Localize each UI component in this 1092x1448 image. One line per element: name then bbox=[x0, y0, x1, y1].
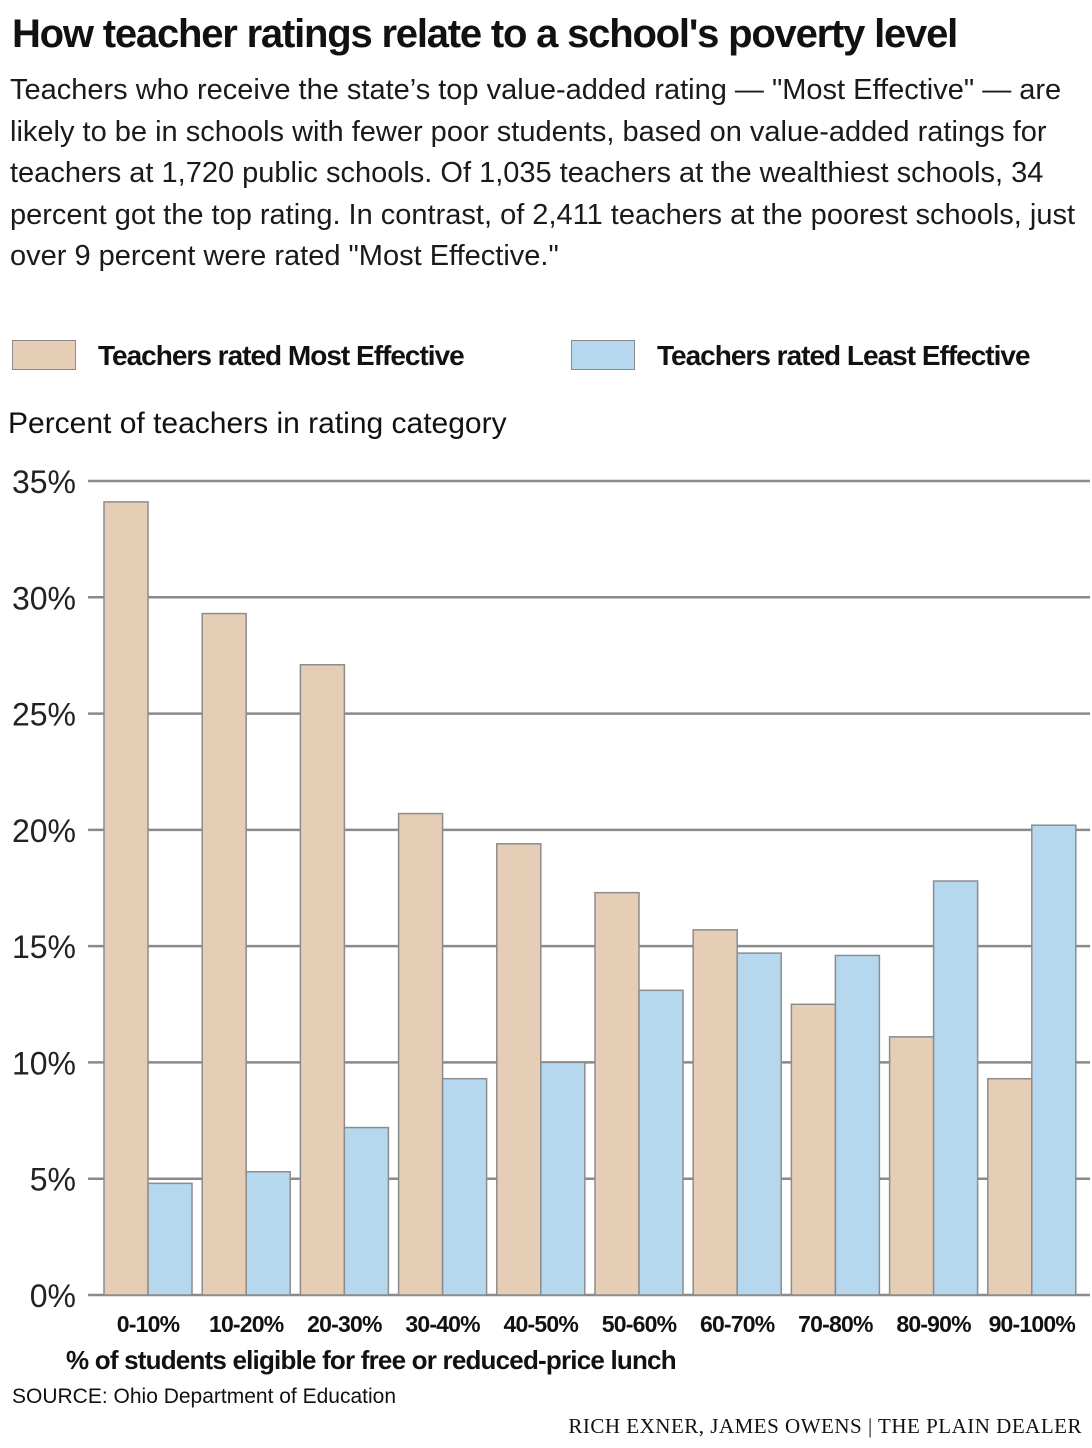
credit-line: RICH EXNER, JAMES OWENS | THE PLAIN DEAL… bbox=[568, 1414, 1082, 1438]
bar-least-effective bbox=[638, 989, 684, 1296]
legend-label-most-effective: Teachers rated Most Effective bbox=[98, 340, 465, 371]
legend-swatch-most-effective bbox=[12, 340, 76, 370]
legend-swatch-least-effective bbox=[571, 340, 635, 370]
y-tick-label: 35% bbox=[12, 464, 76, 500]
bar-most-effective bbox=[888, 1036, 935, 1296]
bar-least-effective bbox=[441, 1077, 488, 1296]
bar-most-effective bbox=[692, 929, 738, 1296]
bar-least-effective bbox=[1031, 824, 1077, 1296]
bar-most-effective bbox=[103, 501, 149, 1296]
x-tick-label: 80-90% bbox=[896, 1311, 971, 1337]
y-tick-label: 20% bbox=[12, 813, 76, 849]
x-tick-label: 10-20% bbox=[209, 1311, 284, 1337]
x-tick-label: 60-70% bbox=[700, 1311, 775, 1337]
y-tick-label: 5% bbox=[30, 1162, 76, 1198]
y-tick-labels: 0% 5% 10% 15% 20% 25% 30% 35% bbox=[12, 464, 76, 1314]
y-tick-label: 0% bbox=[30, 1278, 76, 1314]
bars bbox=[103, 501, 1077, 1296]
x-axis-label: % of students eligible for free or reduc… bbox=[66, 1345, 677, 1375]
bar-least-effective bbox=[736, 952, 782, 1296]
bar-most-effective bbox=[987, 1077, 1033, 1296]
x-tick-label: 90-100% bbox=[989, 1311, 1076, 1337]
bar-most-effective bbox=[201, 612, 247, 1296]
y-tick-label: 10% bbox=[12, 1045, 76, 1081]
x-tick-label: 50-60% bbox=[602, 1311, 677, 1337]
legend-label-least-effective: Teachers rated Least Effective bbox=[657, 340, 1031, 371]
bar-least-effective bbox=[343, 1126, 390, 1296]
bar-least-effective bbox=[147, 1182, 193, 1296]
x-tick-label: 70-80% bbox=[798, 1311, 873, 1337]
bar-least-effective bbox=[834, 954, 881, 1296]
y-tick-label: 30% bbox=[12, 580, 76, 616]
source-note: SOURCE: Ohio Department of Education bbox=[12, 1385, 397, 1408]
bar-most-effective bbox=[594, 891, 640, 1296]
bar-chart: 0% 5% 10% 15% 20% 25% 30% 35% 0-10% 10-20% 20-30%… bbox=[12, 464, 1090, 1337]
y-axis-label: Percent of teachers in rating category bbox=[8, 407, 507, 440]
x-tick-label: 0-10% bbox=[117, 1311, 180, 1337]
y-tick-label: 25% bbox=[12, 697, 76, 733]
x-tick-label: 30-40% bbox=[405, 1311, 480, 1337]
bar-most-effective bbox=[299, 663, 346, 1296]
chart-title: How teacher ratings relate to a school's… bbox=[12, 12, 958, 56]
bar-most-effective bbox=[790, 1003, 837, 1296]
bar-least-effective bbox=[932, 880, 979, 1296]
bar-least-effective bbox=[245, 1170, 291, 1296]
bar-most-effective bbox=[496, 843, 542, 1296]
intro-text: Teachers who receive the state’s top val… bbox=[10, 74, 1076, 272]
x-tick-label: 20-30% bbox=[307, 1311, 382, 1337]
x-tick-labels: 0-10% 10-20% 20-30% 30-40% 40-50% 50-60% 60-70… bbox=[117, 1311, 1076, 1337]
bar-least-effective bbox=[540, 1061, 586, 1296]
x-tick-label: 40-50% bbox=[504, 1311, 579, 1337]
y-tick-label: 15% bbox=[12, 929, 76, 965]
bar-most-effective bbox=[397, 812, 444, 1296]
